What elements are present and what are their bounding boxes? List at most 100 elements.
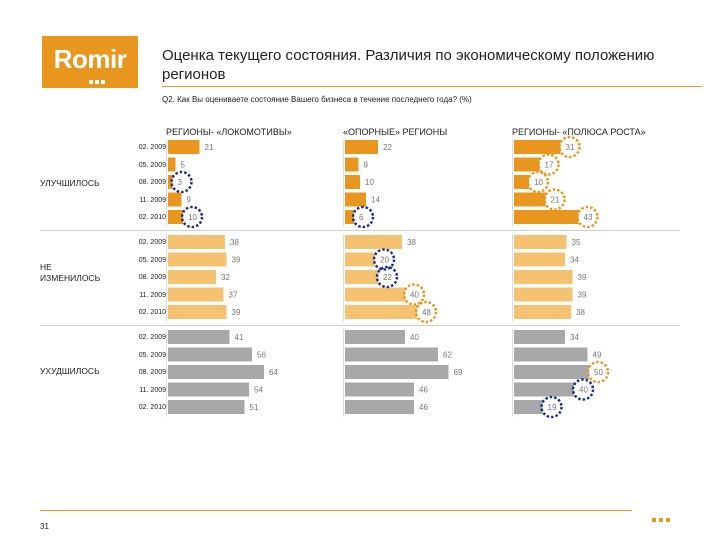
bar (168, 400, 245, 414)
bar (514, 210, 579, 224)
page-title: Оценка текущего состояния. Различия по э… (162, 47, 655, 83)
group-separator-1 (40, 230, 680, 231)
bar (168, 287, 224, 302)
data-label: 48 (422, 308, 431, 317)
period-label: 08. 2009 (138, 369, 166, 376)
highlight-circle (558, 135, 581, 159)
highlight-circle (402, 283, 426, 306)
period-label: 05. 2009 (138, 256, 166, 264)
bar (514, 175, 529, 189)
group-label: НЕ ИЗМЕНИЛОСЬ (40, 262, 101, 283)
footer-divider (40, 510, 632, 511)
question-text: Q2. Как Вы оцениваете состояние Вашего б… (162, 95, 472, 104)
bar (345, 305, 417, 319)
highlight-circle (543, 188, 566, 211)
data-label: 3 (178, 178, 183, 187)
data-label: 64 (269, 368, 278, 377)
highlight-circle (180, 205, 204, 229)
bar (168, 382, 249, 397)
highlight-circle (576, 205, 599, 229)
panel-axis (343, 329, 344, 417)
panel-title-1: РЕГИОНЫ- «ЛОКОМОТИВЫ» (166, 127, 292, 137)
highlight-circle (586, 360, 610, 384)
data-label: 14 (371, 196, 380, 205)
data-label: 41 (235, 333, 244, 342)
data-label: 40 (579, 386, 588, 395)
panel-axis (343, 139, 344, 227)
data-label: 39 (232, 308, 241, 317)
period-label: 05. 2009 (138, 351, 166, 359)
bar (514, 305, 571, 319)
highlight-circle (170, 170, 193, 194)
panel-axis (166, 139, 167, 227)
data-label: 40 (410, 333, 419, 342)
data-label: 39 (232, 256, 241, 265)
period-label: 02. 2009 (138, 144, 166, 151)
bar (514, 382, 574, 397)
panel-title-2: «ОПОРНЫЕ» РЕГИОНЫ (343, 127, 448, 137)
data-label: 31 (566, 143, 575, 152)
bar (168, 330, 230, 344)
corner-dots (652, 509, 673, 527)
data-label: 38 (230, 238, 239, 247)
bar (345, 382, 414, 397)
bar (345, 210, 354, 224)
period-label: 11. 2009 (139, 386, 166, 394)
data-label: 19 (548, 403, 557, 412)
bar (168, 252, 227, 267)
highlight-circle (526, 170, 550, 194)
romir-logo: Romir (42, 36, 138, 88)
data-label: 46 (419, 403, 428, 412)
data-label: 5 (181, 161, 186, 170)
bar (345, 140, 378, 154)
bar (345, 330, 405, 344)
bar (345, 400, 414, 414)
bar (345, 175, 360, 189)
period-label: 02. 2010 (138, 214, 166, 221)
logo-dots (89, 71, 107, 89)
panel-axis (512, 139, 513, 227)
bar (345, 252, 375, 267)
data-label: 22 (383, 273, 392, 282)
panel-axis (512, 234, 513, 322)
bar (514, 365, 589, 379)
period-label: 11. 2009 (139, 196, 166, 204)
data-label: 49 (593, 351, 602, 360)
data-label: 22 (383, 143, 392, 152)
group-label: УХУДШИЛОСЬ (40, 366, 100, 376)
data-label: 34 (570, 256, 579, 265)
bar (168, 305, 227, 319)
bar (168, 365, 264, 379)
data-label: 20 (380, 256, 389, 265)
group-separator-2 (40, 325, 680, 326)
bar (514, 192, 546, 207)
bar (514, 252, 565, 267)
data-label: 32 (221, 273, 230, 282)
highlight-circle (540, 395, 563, 419)
data-label: 38 (576, 308, 585, 317)
data-label: 39 (578, 273, 587, 282)
bar (514, 400, 543, 414)
period-label: 08. 2009 (138, 274, 166, 281)
data-label: 9 (364, 161, 369, 170)
data-label: 62 (443, 351, 452, 360)
bar (168, 192, 182, 207)
panel-axis (166, 234, 167, 322)
bar (345, 347, 438, 362)
period-label: 02. 2009 (138, 239, 166, 246)
bar (168, 235, 225, 249)
data-label: 10 (188, 213, 197, 222)
highlight-circle (372, 248, 396, 271)
data-label: 69 (454, 368, 463, 377)
highlight-circle (571, 378, 595, 401)
bar (514, 140, 561, 154)
bar (514, 330, 565, 344)
data-label: 56 (257, 351, 266, 360)
data-label: 46 (419, 386, 428, 395)
data-label: 50 (594, 368, 603, 377)
bar (168, 157, 176, 172)
panel-axis (343, 234, 344, 322)
period-label: 05. 2009 (138, 161, 166, 169)
bar (514, 235, 567, 249)
